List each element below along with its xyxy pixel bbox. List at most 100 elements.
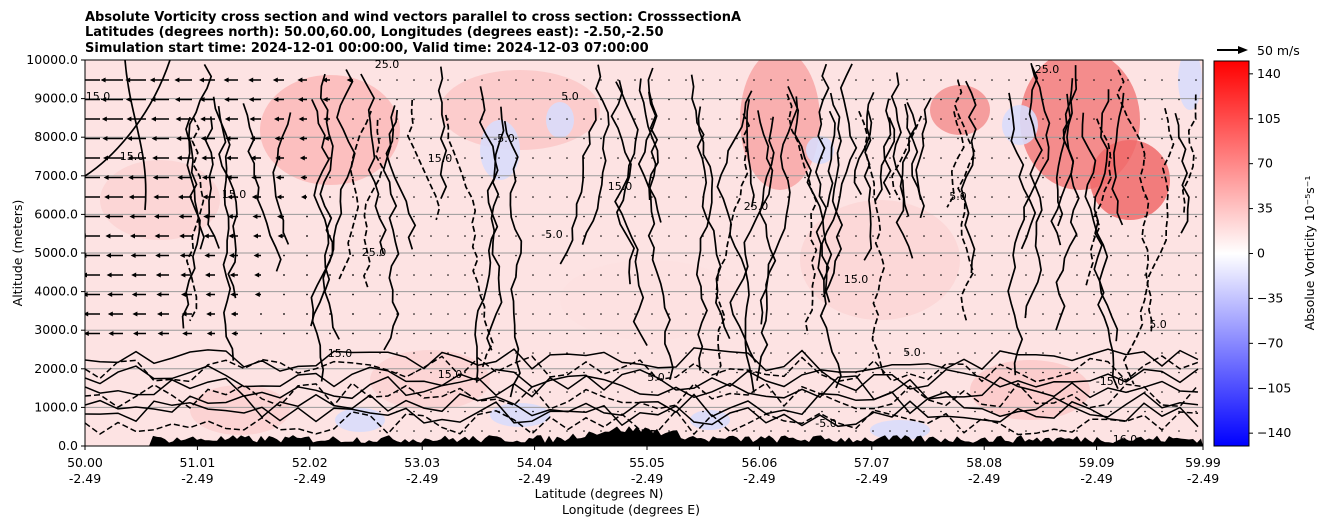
wind-vector (872, 313, 874, 315)
wind-vector (634, 371, 636, 374)
wind-vector (430, 98, 432, 101)
wind-vector (940, 371, 942, 374)
vorticity-patch-positive (190, 385, 290, 435)
wind-vector (396, 79, 398, 81)
wind-vector (855, 215, 857, 218)
wind-vector (430, 254, 432, 257)
wind-vector (940, 157, 942, 159)
wind-vector (498, 79, 500, 81)
vorticity-patch-negative (690, 410, 730, 430)
wind-vector (1178, 410, 1180, 413)
wind-vector (1059, 352, 1061, 354)
wind-vector (685, 196, 687, 198)
contour-line (185, 116, 205, 322)
wind-vector (413, 137, 415, 140)
wind-vector (651, 79, 653, 81)
wind-vector (1127, 118, 1129, 120)
wind-vector (634, 215, 636, 218)
wind-vector (532, 430, 534, 432)
wind-vector (906, 274, 908, 276)
wind-vector (719, 410, 721, 413)
wind-vector (855, 352, 857, 354)
wind-vector (1144, 391, 1146, 393)
wind-vector (1161, 410, 1163, 413)
wind-vector (838, 215, 840, 218)
wind-vector-head (129, 214, 135, 219)
wind-vector (498, 137, 500, 140)
wind-vector-head (130, 253, 136, 258)
wind-vector (1178, 430, 1180, 432)
wind-vector (464, 137, 466, 140)
wind-vector (1178, 98, 1180, 101)
wind-vector (352, 313, 354, 315)
contour-line (406, 99, 441, 221)
wind-vector (583, 293, 585, 296)
wind-vector (991, 235, 993, 237)
wind-vector (600, 352, 602, 354)
wind-vector-head (276, 194, 282, 200)
wind-vector (379, 215, 381, 218)
wind-vector (1110, 79, 1112, 81)
wind-vector (1025, 215, 1027, 218)
wind-vector (1178, 254, 1180, 257)
wind-vector (634, 410, 636, 413)
wind-vector (566, 235, 568, 237)
x-tick-label-latitude: 54.04 (517, 455, 553, 470)
wind-vector (889, 254, 891, 257)
x-tick-label-longitude: -2.49 (1187, 471, 1219, 486)
wind-vector (685, 176, 687, 179)
wind-vector (600, 157, 602, 159)
x-tick-label-longitude: -2.49 (518, 471, 550, 486)
wind-vector-head (85, 253, 87, 258)
wind-vector (566, 118, 568, 120)
wind-vector (1008, 313, 1010, 315)
wind-vector (379, 79, 381, 81)
wind-vector (1110, 235, 1112, 237)
wind-vector (889, 293, 891, 296)
wind-vector (413, 176, 415, 179)
wind-vector-head (125, 97, 131, 102)
wind-vector (770, 371, 772, 374)
wind-vector (600, 410, 602, 413)
wind-vector (838, 391, 840, 393)
wind-vector-head (275, 155, 281, 161)
wind-vector (702, 215, 704, 218)
wind-vector (413, 254, 415, 257)
wind-vector (447, 430, 449, 432)
wind-vector (1093, 410, 1095, 413)
wind-vector (787, 215, 789, 218)
wind-vector (821, 352, 823, 354)
wind-vector (617, 313, 619, 315)
wind-vector (600, 391, 602, 393)
wind-vector (855, 157, 857, 159)
wind-vector (515, 98, 517, 101)
wind-vector (821, 235, 823, 237)
wind-vector (838, 371, 840, 374)
wind-vector (889, 313, 891, 315)
x-tick-label-latitude: 58.08 (966, 455, 1002, 470)
wind-vector (566, 391, 568, 393)
wind-vector (283, 293, 285, 296)
wind-vector (1178, 235, 1180, 237)
contour-line (614, 81, 648, 347)
vorticity-patch-negative (480, 120, 520, 180)
wind-vector-head (77, 117, 82, 122)
wind-vector (515, 254, 517, 257)
wind-vector (940, 137, 942, 140)
wind-vector (481, 137, 483, 140)
wind-vector-head (103, 155, 108, 161)
wind-vector (583, 118, 585, 120)
wind-vector (1195, 157, 1197, 159)
wind-vector-head (254, 272, 260, 278)
contour-line (1008, 92, 1037, 250)
wind-vector (1127, 352, 1129, 354)
colorbar-tick-label: 105 (1257, 111, 1281, 126)
y-tick-label: 6000.0 (34, 206, 78, 221)
plot-area: 15.0 15.0 15.0 25.0 15.0 -5.0 5.0 15.0 25.0 15.0 5… (77, 60, 1203, 446)
wind-vector (872, 137, 874, 140)
contour-line (85, 400, 1199, 428)
wind-vector (481, 98, 483, 101)
wind-vector (1076, 371, 1078, 374)
wind-vector (719, 313, 721, 315)
wind-vector (906, 215, 908, 218)
